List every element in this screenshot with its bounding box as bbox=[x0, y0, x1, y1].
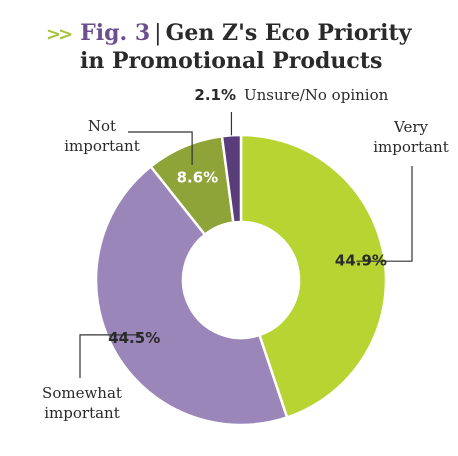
category-label-very-important-line-2: important bbox=[373, 138, 448, 156]
title-separator: | bbox=[154, 21, 162, 46]
leader-somewhat-important bbox=[79, 334, 140, 378]
pct-label-very-important: 44.9% bbox=[335, 251, 387, 269]
chart-title: >> Fig. 3 | Gen Z's Eco Priority in Promoti… bbox=[46, 20, 446, 75]
category-label-somewhat-important: Somewhat bbox=[42, 384, 122, 402]
leader-not-important bbox=[128, 131, 193, 165]
category-label-very-important: Very bbox=[393, 118, 429, 136]
leader-very-important bbox=[356, 166, 413, 262]
pct-label-somewhat-important: 44.5% bbox=[108, 329, 160, 347]
category-label-not-important-line-2: important bbox=[64, 137, 139, 155]
figure-number: Fig. 3 bbox=[80, 20, 151, 46]
slice-very-important bbox=[239, 133, 388, 420]
pct-label-not-important: 8.6% bbox=[177, 168, 219, 186]
chevron-icon: >> bbox=[46, 24, 73, 45]
slice-somewhat-important bbox=[94, 164, 289, 427]
category-label-unsure-no-opinion: Unsure/No opinion bbox=[244, 86, 389, 104]
category-label-somewhat-important-line-2: important bbox=[44, 404, 119, 422]
category-label-not-important: Not bbox=[88, 117, 116, 135]
title-line-1: Gen Z's Eco Priority bbox=[165, 20, 412, 46]
pct-label-unsure-no-opinion: 2.1% bbox=[194, 86, 236, 104]
title-line-2: in Promotional Products bbox=[80, 48, 383, 74]
slice-unsure-no-opinion bbox=[220, 133, 243, 224]
